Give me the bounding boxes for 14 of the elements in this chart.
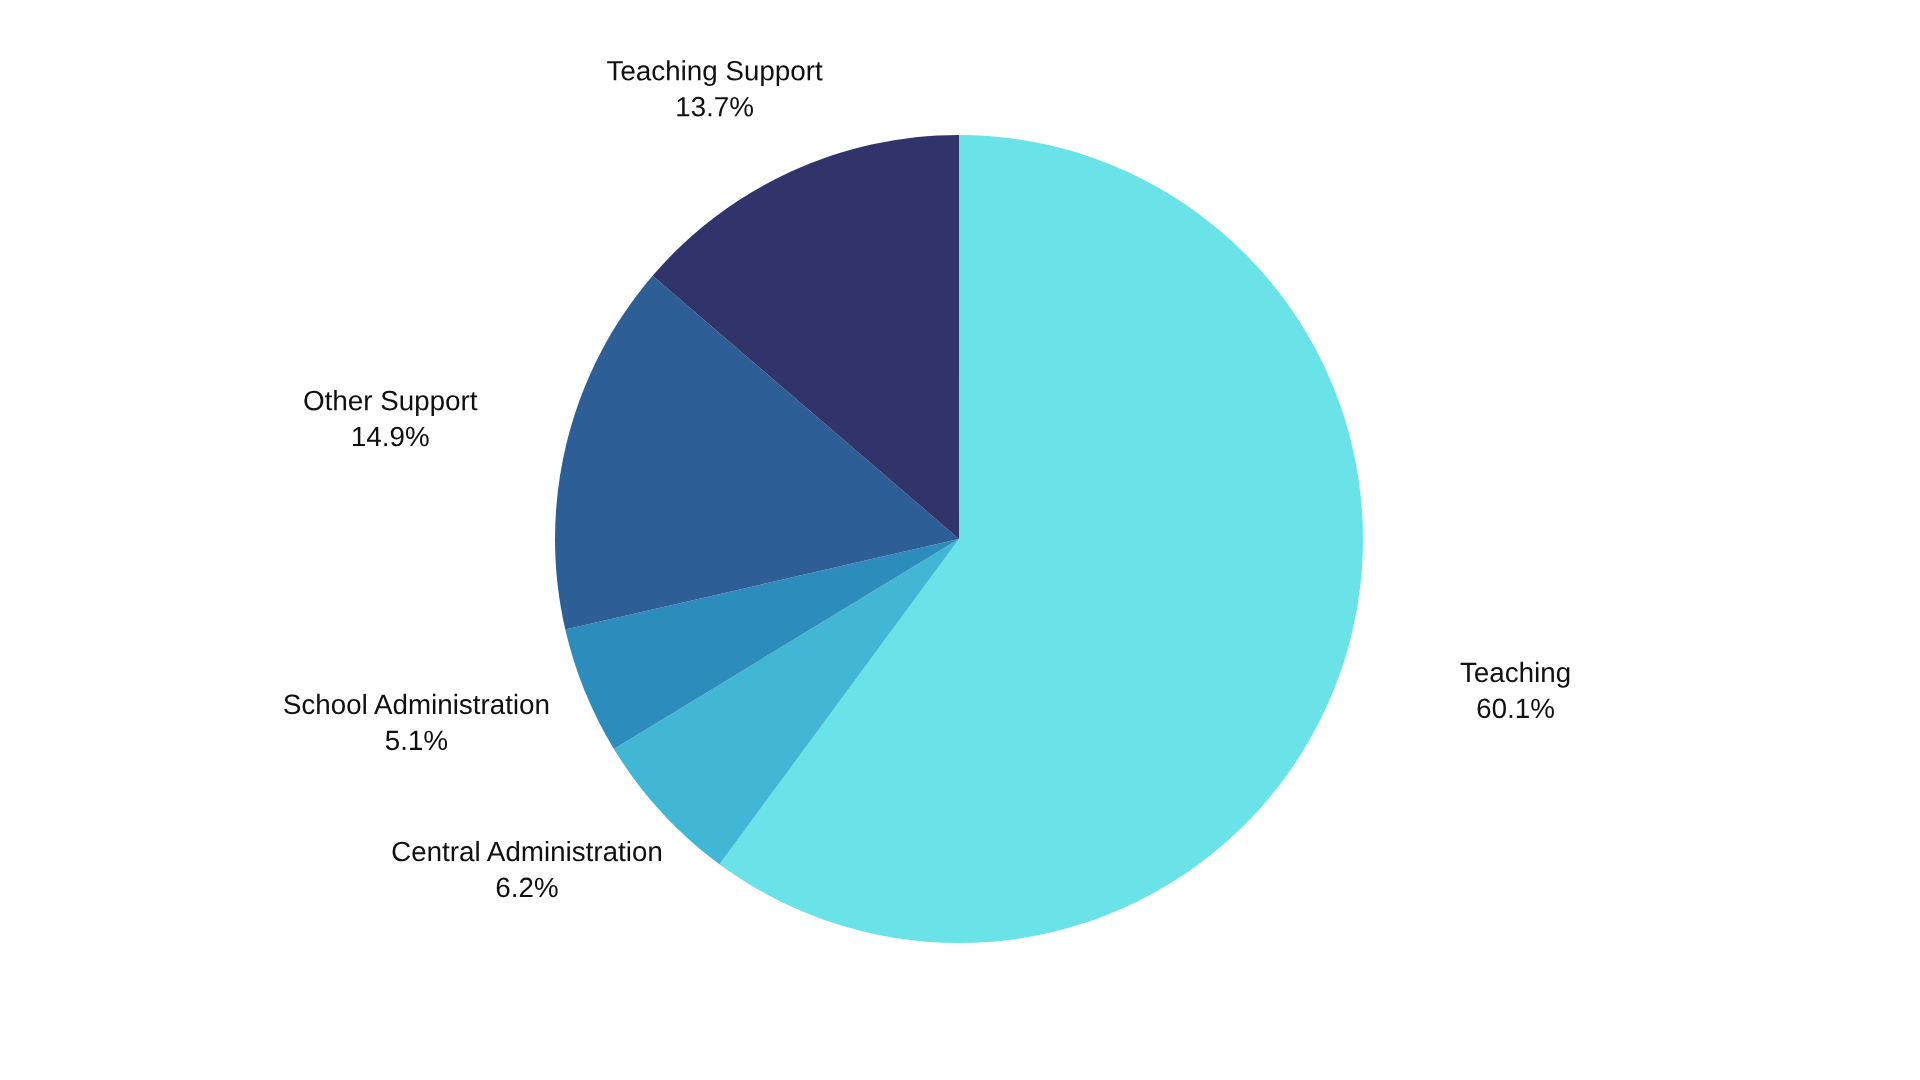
pie-slice [565, 539, 959, 749]
data-label: 13.7% [677, 96, 753, 117]
data-label: 14.9% [353, 426, 429, 447]
pie-slice [652, 135, 959, 539]
data-label: 5.1% [385, 730, 448, 751]
slice-label: School Administration [284, 693, 549, 715]
data-label: 6.2% [496, 877, 558, 898]
pie-slice [719, 135, 1363, 943]
slice-label: Other Support [304, 390, 478, 416]
data-label: 60.1% [1477, 698, 1554, 719]
slice-label: Teaching [1460, 661, 1570, 688]
slice-label: Central Administration [392, 840, 662, 862]
pie-slice [555, 275, 959, 630]
slice-label: Teaching Support [607, 60, 823, 87]
